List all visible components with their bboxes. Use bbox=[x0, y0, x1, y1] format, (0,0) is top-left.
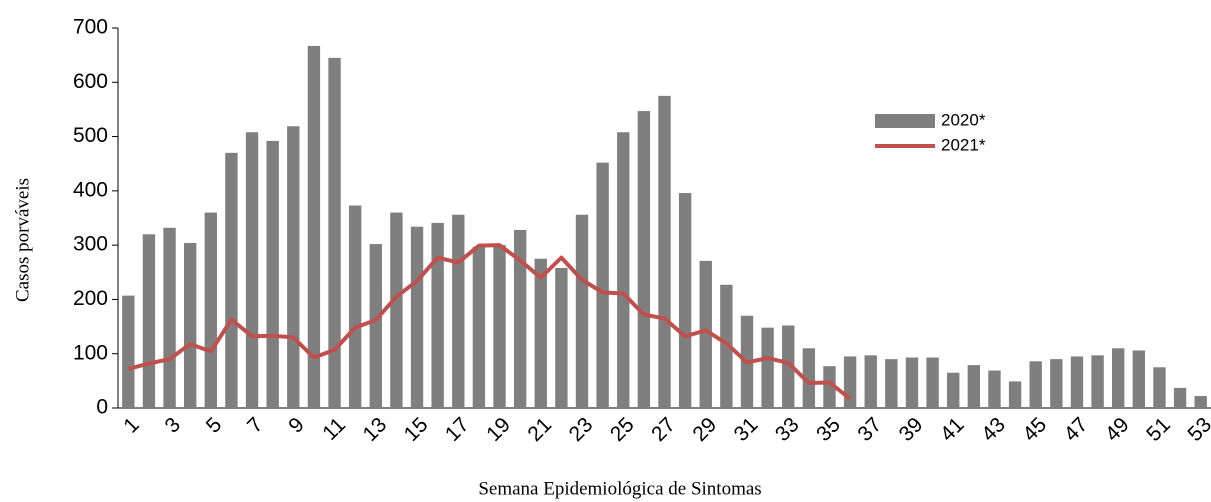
y-tick-label: 0 bbox=[96, 396, 108, 419]
bar bbox=[555, 267, 568, 408]
bar bbox=[452, 214, 465, 408]
bar bbox=[802, 348, 816, 408]
bar bbox=[431, 222, 444, 408]
bar bbox=[637, 111, 651, 409]
x-tick-label: 25 bbox=[606, 413, 639, 446]
bar bbox=[699, 260, 712, 408]
bar bbox=[534, 258, 547, 408]
bar bbox=[864, 355, 877, 408]
y-axis-label: Casos porváveis bbox=[12, 178, 33, 302]
bar bbox=[823, 366, 836, 408]
bar bbox=[1194, 396, 1207, 408]
bar bbox=[183, 242, 197, 408]
bar bbox=[513, 229, 527, 408]
x-tick-label: 1 bbox=[119, 413, 144, 438]
x-tick-label: 5 bbox=[202, 413, 227, 438]
x-tick-label: 23 bbox=[565, 413, 598, 446]
y-tick-label: 100 bbox=[73, 341, 108, 364]
bar bbox=[1112, 348, 1125, 408]
bar bbox=[410, 226, 424, 408]
x-tick-label: 43 bbox=[977, 413, 1010, 446]
bar bbox=[658, 95, 671, 408]
x-tick-label: 11 bbox=[318, 413, 350, 445]
bar bbox=[575, 214, 589, 408]
x-tick-label: 29 bbox=[688, 413, 721, 446]
bar bbox=[204, 212, 217, 408]
bar bbox=[596, 162, 609, 408]
x-tick-label: 13 bbox=[358, 413, 391, 446]
x-tick-label: 15 bbox=[400, 413, 433, 446]
x-tick-label: 35 bbox=[812, 413, 845, 446]
legend-label: 2020* bbox=[941, 110, 986, 129]
bar bbox=[266, 140, 279, 408]
bar bbox=[390, 212, 403, 408]
bar bbox=[1132, 350, 1146, 408]
bar bbox=[761, 327, 774, 408]
x-tick-label: 33 bbox=[771, 413, 804, 446]
bar bbox=[142, 234, 156, 408]
x-tick-label: 17 bbox=[441, 413, 474, 446]
line bbox=[127, 243, 852, 401]
bar bbox=[307, 45, 321, 409]
x-tick-label: 39 bbox=[895, 413, 928, 446]
bar bbox=[369, 244, 382, 408]
x-tick-label: 49 bbox=[1101, 413, 1134, 446]
bar bbox=[245, 132, 259, 408]
bar bbox=[617, 132, 630, 408]
bar bbox=[967, 365, 981, 408]
bar bbox=[926, 357, 939, 408]
bar bbox=[348, 205, 362, 408]
bar bbox=[720, 284, 733, 408]
x-tick-label: 47 bbox=[1060, 413, 1093, 446]
y-tick-label: 400 bbox=[73, 178, 108, 201]
x-tick-label: 27 bbox=[647, 413, 680, 446]
x-tick-label: 19 bbox=[482, 413, 515, 446]
x-axis-label: Semana Epidemiológica de Sintomas bbox=[478, 478, 761, 499]
x-tick-label: 3 bbox=[160, 413, 185, 438]
bar bbox=[905, 357, 919, 408]
bar bbox=[1173, 387, 1187, 408]
x-tick-label: 53 bbox=[1183, 413, 1211, 446]
bar bbox=[287, 126, 300, 408]
bar bbox=[493, 245, 506, 408]
x-tick-label: 21 bbox=[523, 413, 556, 446]
bar bbox=[782, 325, 795, 408]
legend-swatch bbox=[875, 114, 935, 128]
bar bbox=[1008, 381, 1022, 408]
x-tick-label: 41 bbox=[936, 413, 969, 446]
bar bbox=[1050, 359, 1063, 408]
x-tick-label: 7 bbox=[243, 413, 268, 438]
y-tick-label: 700 bbox=[73, 16, 108, 39]
y-tick-label: 300 bbox=[73, 233, 108, 256]
bar bbox=[1070, 356, 1084, 408]
bar bbox=[225, 152, 238, 408]
bar bbox=[678, 193, 692, 408]
y-tick-label: 200 bbox=[73, 287, 108, 310]
y-tick-label: 500 bbox=[73, 124, 108, 147]
bar bbox=[1153, 367, 1166, 408]
bar bbox=[328, 57, 341, 408]
bar bbox=[1091, 355, 1104, 408]
bar bbox=[1029, 361, 1042, 408]
bar bbox=[947, 372, 960, 408]
bar bbox=[843, 356, 857, 408]
x-tick-label: 51 bbox=[1142, 413, 1175, 446]
bar bbox=[885, 359, 898, 408]
bar bbox=[472, 246, 486, 408]
y-tick-label: 600 bbox=[73, 70, 108, 93]
x-tick-label: 37 bbox=[853, 413, 886, 446]
bar bbox=[122, 295, 135, 408]
x-tick-label: 9 bbox=[284, 413, 309, 438]
legend-label: 2021* bbox=[941, 135, 986, 154]
x-tick-label: 45 bbox=[1018, 413, 1051, 446]
bar bbox=[163, 227, 176, 408]
x-tick-label: 31 bbox=[730, 413, 763, 446]
bar bbox=[988, 370, 1001, 408]
